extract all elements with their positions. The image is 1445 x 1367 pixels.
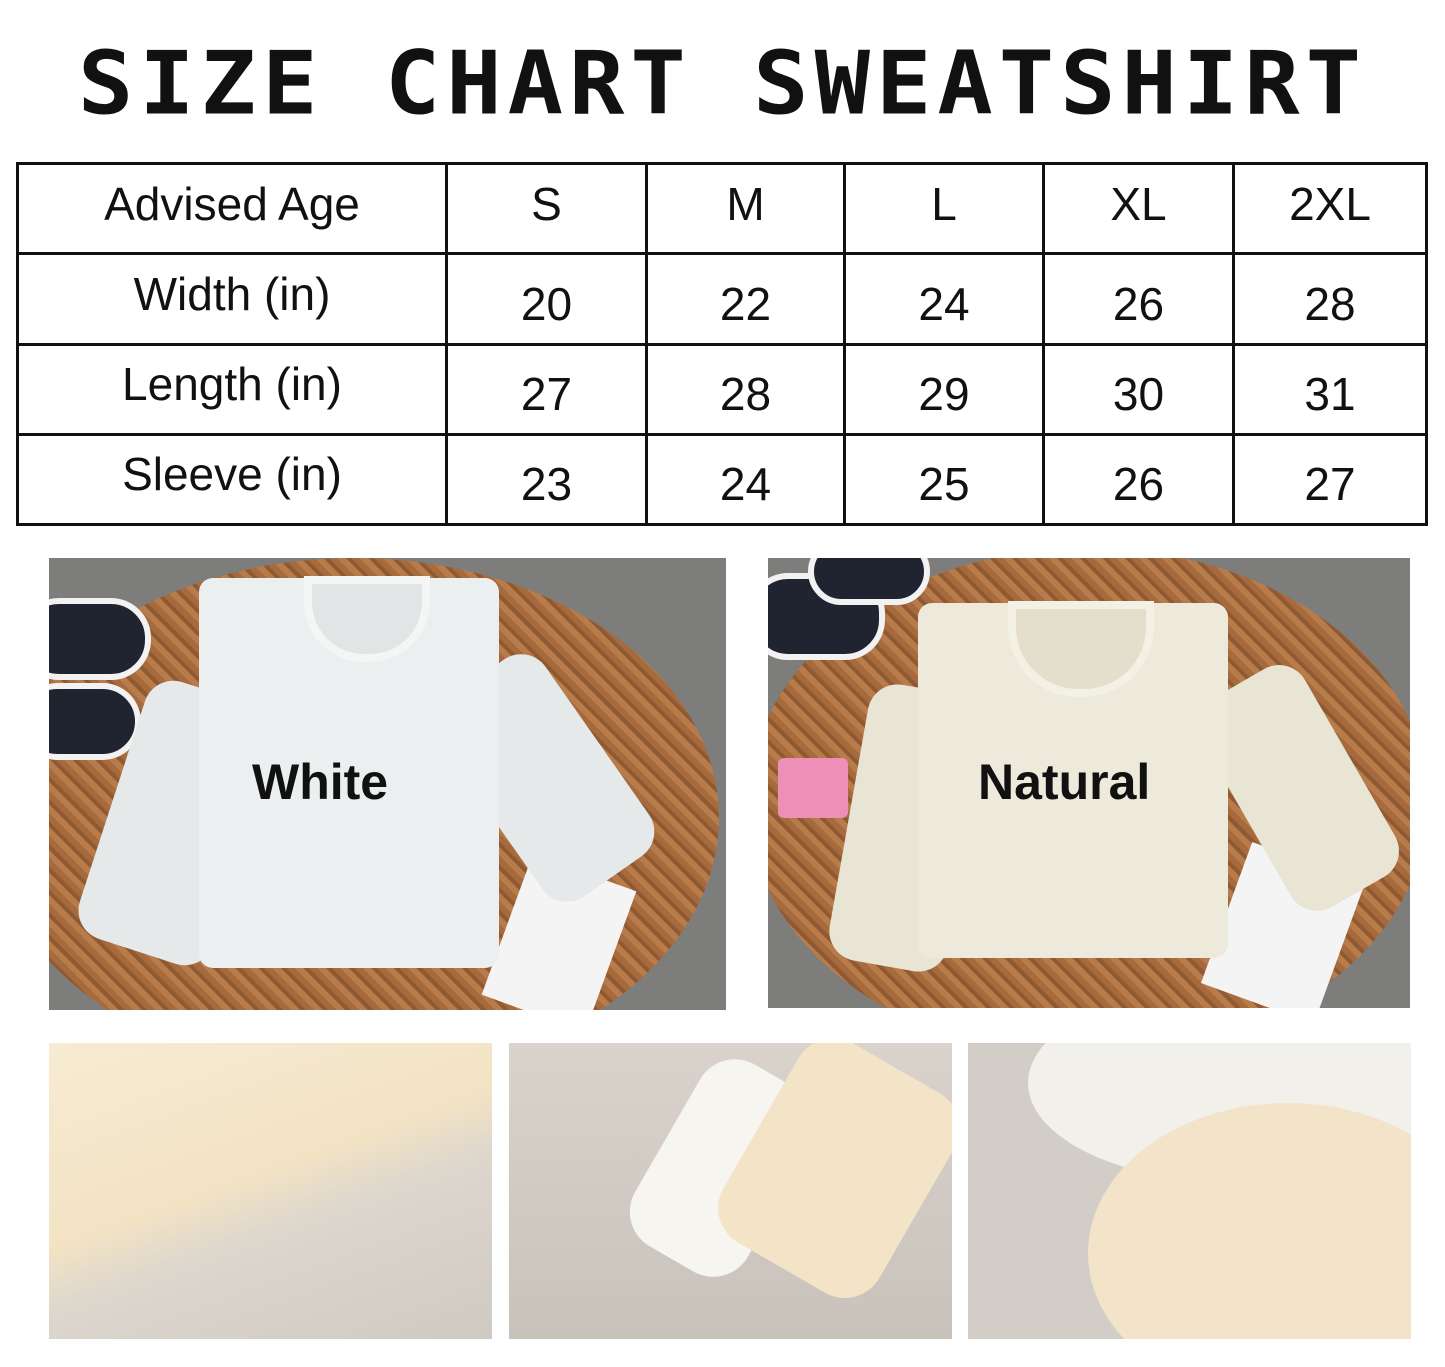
row-label: Length (in) [16,342,448,436]
table-cell: 28 [645,342,846,436]
header-cell: S [445,161,648,256]
table-cell: 30 [1042,342,1235,436]
table-row: Width (in) 20 22 24 26 28 [16,252,1428,346]
sneaker [49,598,151,680]
table-header-row: Advised Age S M L XL 2XL [16,161,1428,256]
table-cell: 25 [843,432,1045,527]
cuff-detail-photo [49,1043,492,1339]
table-cell: 23 [445,432,648,527]
table-cell: 22 [645,252,846,346]
page-title: SIZE CHART SWEATSHIRT [77,32,1368,135]
natural-sweatshirt-photo: Natural [768,558,1410,1008]
sneaker [49,683,141,760]
table-row: Length (in) 27 28 29 30 31 [16,342,1428,436]
table-row: Sleeve (in) 23 24 25 26 27 [16,432,1428,527]
row-label: Width (in) [16,252,448,346]
header-cell: XL [1042,161,1235,256]
table-cell: 24 [843,252,1045,346]
pink-camera-toy [778,758,848,818]
color-label-white: White [252,754,389,810]
sleeve-comparison-photo [509,1043,952,1339]
table-cell: 26 [1042,252,1235,346]
table-cell: 31 [1232,342,1428,436]
header-cell: L [843,161,1045,256]
table-cell: 29 [843,342,1045,436]
color-label-natural: Natural [978,754,1151,810]
collar-detail-photo [968,1043,1411,1339]
table-cell: 24 [645,432,846,527]
header-cell: M [645,161,846,256]
size-chart-table: Advised Age S M L XL 2XL Width (in) 20 2… [16,161,1428,527]
white-sweatshirt-photo: White [49,558,726,1010]
row-label: Sleeve (in) [16,432,448,527]
table-cell: 26 [1042,432,1235,527]
table-cell: 27 [445,342,648,436]
sneaker [808,558,930,605]
table-cell: 27 [1232,432,1428,527]
header-cell: Advised Age [16,161,448,256]
table-cell: 20 [445,252,648,346]
header-cell: 2XL [1232,161,1428,256]
table-cell: 28 [1232,252,1428,346]
